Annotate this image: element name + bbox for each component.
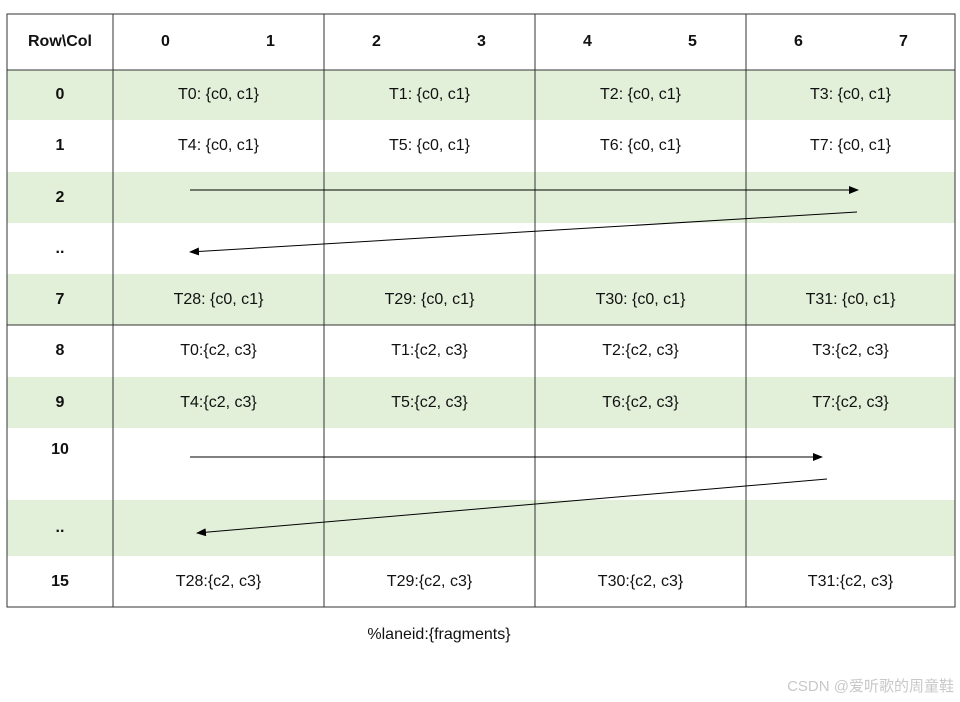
col-header: 1 <box>266 33 275 50</box>
col-header-pair-1: 2 3 <box>324 14 535 70</box>
lane-cell: T28:{c2, c3} <box>175 572 262 590</box>
row-label: 10 <box>51 441 69 458</box>
col-header: 5 <box>688 33 697 50</box>
table-row: .. <box>7 223 955 274</box>
col-header-pair-0: 0 1 <box>113 14 324 70</box>
row-label: 7 <box>55 290 65 308</box>
lane-cell: T4: {c0, c1} <box>178 137 259 154</box>
table-row: 10 <box>7 428 955 500</box>
table-row: 2 <box>7 172 955 223</box>
table-row: 9 T4:{c2, c3} T5:{c2, c3} T6:{c2, c3} T7… <box>7 377 955 428</box>
lane-cell: T5:{c2, c3} <box>391 393 468 411</box>
lane-cell: T5: {c0, c1} <box>389 137 470 154</box>
lane-cell: T0:{c2, c3} <box>180 342 257 359</box>
lane-fragment-table: Row\Col 0 1 2 3 4 5 6 7 0 T0: {c0, c1} T… <box>6 13 956 608</box>
col-header-pair-2: 4 5 <box>535 14 746 70</box>
watermark: CSDN @爱听歌的周童鞋 <box>787 678 954 695</box>
row-label: 2 <box>55 188 65 206</box>
col-header: 2 <box>372 33 381 50</box>
lane-cell: T31: {c0, c1} <box>805 290 896 308</box>
row-label: 1 <box>55 137 65 154</box>
grid-lines <box>6 13 956 608</box>
row-label: .. <box>55 519 65 536</box>
arrow-wrap-1 <box>189 211 858 256</box>
row-label: 8 <box>55 342 65 359</box>
lane-cell: T3:{c2, c3} <box>812 342 889 359</box>
col-header-pair-3: 6 7 <box>746 14 955 70</box>
table-row: 1 T4: {c0, c1} T5: {c0, c1} T6: {c0, c1}… <box>7 120 955 172</box>
lane-cell: T29: {c0, c1} <box>384 290 475 308</box>
arrow-wrap-2 <box>196 478 828 537</box>
lane-cell: T30: {c0, c1} <box>595 290 686 308</box>
lane-cell: T2:{c2, c3} <box>602 342 679 359</box>
table-row: 8 T0:{c2, c3} T1:{c2, c3} T2:{c2, c3} T3… <box>7 325 955 377</box>
col-header: 3 <box>477 33 486 50</box>
table-row: 7 T28: {c0, c1} T29: {c0, c1} T30: {c0, … <box>7 274 955 325</box>
col-header: 7 <box>899 33 908 50</box>
header-row: Row\Col 0 1 2 3 4 5 6 7 <box>7 14 955 70</box>
lane-cell: T29:{c2, c3} <box>386 572 473 590</box>
lane-cell: T1:{c2, c3} <box>391 342 468 359</box>
table-row: 15 T28:{c2, c3} T29:{c2, c3} T30:{c2, c3… <box>7 556 955 607</box>
col-header: 0 <box>161 33 170 50</box>
lane-cell: T7: {c0, c1} <box>810 137 891 154</box>
row-label: 0 <box>55 86 65 103</box>
lane-cell: T6:{c2, c3} <box>602 393 679 411</box>
lane-cell: T6: {c0, c1} <box>600 137 681 154</box>
lane-cell: T1: {c0, c1} <box>389 86 470 103</box>
col-header: 4 <box>583 33 592 50</box>
table-row: 0 T0: {c0, c1} T1: {c0, c1} T2: {c0, c1}… <box>7 70 955 120</box>
lane-cell: T2: {c0, c1} <box>600 86 681 103</box>
lane-cell: T0: {c0, c1} <box>178 86 259 103</box>
table-frame <box>6 13 956 608</box>
lane-cell: T4:{c2, c3} <box>180 393 257 411</box>
lane-cell: T31:{c2, c3} <box>807 572 894 590</box>
corner-header: Row\Col <box>28 33 92 50</box>
row-label: 9 <box>55 393 65 411</box>
col-header: 6 <box>794 33 803 50</box>
lane-cell: T28: {c0, c1} <box>173 290 264 308</box>
row-label: .. <box>55 239 65 257</box>
table-row: .. <box>7 500 955 556</box>
row-label: 15 <box>51 572 69 590</box>
lane-cell: T3: {c0, c1} <box>810 86 891 103</box>
caption: %laneid:{fragments} <box>367 626 511 643</box>
lane-cell: T30:{c2, c3} <box>597 572 684 590</box>
lane-cell: T7:{c2, c3} <box>812 393 889 411</box>
